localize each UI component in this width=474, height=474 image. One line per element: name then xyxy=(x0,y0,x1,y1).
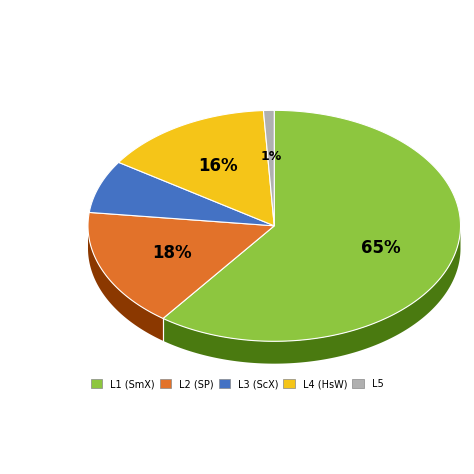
Polygon shape xyxy=(88,225,163,341)
Polygon shape xyxy=(163,110,461,341)
Polygon shape xyxy=(163,224,461,364)
Polygon shape xyxy=(118,110,274,226)
Polygon shape xyxy=(264,110,274,226)
Text: 18%: 18% xyxy=(152,244,191,262)
Polygon shape xyxy=(88,212,274,319)
Polygon shape xyxy=(89,163,274,226)
Text: 65%: 65% xyxy=(361,238,400,256)
Text: 16%: 16% xyxy=(199,157,238,175)
Legend: L1 (SmX), L2 (SP), L3 (ScX), L4 (HsW), L5: L1 (SmX), L2 (SP), L3 (ScX), L4 (HsW), L… xyxy=(87,375,387,393)
Text: 1%: 1% xyxy=(260,150,282,163)
